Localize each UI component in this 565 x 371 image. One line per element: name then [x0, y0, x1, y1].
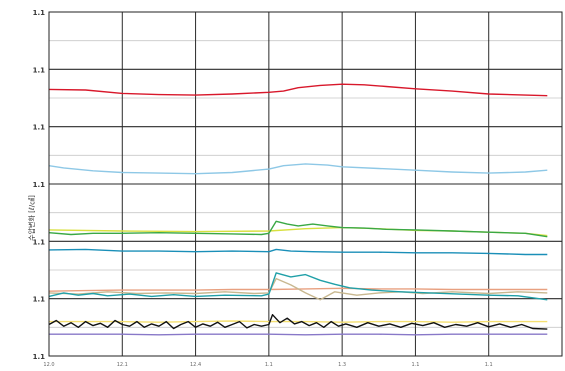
series-line-10: [48, 314, 548, 330]
grid: [48, 11, 563, 357]
x-tick-label: 12.0: [43, 362, 54, 368]
x-tick-label: 1.1: [485, 362, 493, 368]
y-tick-label: 1.1: [33, 353, 46, 361]
series-line-1: [48, 83, 548, 97]
y-axis-label: 수압변화 [ℓ/㎠]: [28, 195, 36, 241]
x-tick-label: 12.1: [117, 362, 128, 368]
x-tick-label: 1.1: [411, 362, 419, 368]
x-tick-label: 12.4: [190, 362, 201, 368]
y-tick-label: 1.1: [33, 238, 46, 246]
y-tick-label: 1.1: [33, 66, 46, 74]
y-tick-label: 1.1: [33, 296, 46, 304]
series-line-2: [48, 163, 548, 175]
series-line-4: [48, 220, 548, 238]
plot-border: [48, 11, 563, 357]
x-tick-label: 1.1: [265, 362, 273, 368]
series-line-8: [48, 272, 548, 301]
x-axis-ticks: 12.0 12.1 12.4 1.1 1.3 1.1 1.1: [43, 362, 492, 368]
y-tick-label: 1.1: [33, 9, 46, 17]
series-group: [48, 83, 548, 336]
series-line-9: [49, 320, 548, 323]
series-line-6: [48, 287, 548, 292]
series-line-11: [49, 333, 548, 336]
series-line-5: [48, 248, 548, 256]
y-tick-label: 1.1: [33, 181, 46, 189]
x-tick-label: 1.3: [338, 362, 346, 368]
y-axis-ticks: 1.1 1.1 1.1 1.1 1.1 1.1 1.1: [33, 9, 46, 361]
y-tick-label: 1.1: [33, 124, 46, 132]
